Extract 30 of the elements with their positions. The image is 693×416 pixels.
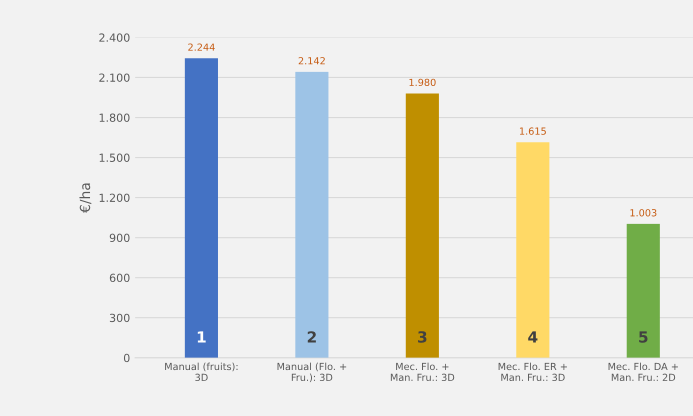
data-label: 1.980 <box>410 78 436 86</box>
y-tick-label: 1.500 <box>100 154 130 162</box>
y-tick-label: 300 <box>110 314 130 322</box>
y-tick-label: 2.100 <box>99 73 130 82</box>
x-tick-label: Mec. Flo. DA + Man. Fru.: 2D <box>608 362 678 382</box>
y-tick-label: 900 <box>110 234 130 242</box>
annotation: 4 <box>528 331 538 343</box>
data-label: 2.142 <box>298 57 325 64</box>
annotation: 1 <box>198 331 206 343</box>
annotation: 2 <box>308 331 316 343</box>
y-tick-label: 0 <box>124 354 130 362</box>
bar <box>516 142 550 358</box>
y-tick-label: 1.200 <box>100 194 130 202</box>
x-tick-label: Manual (Flo. + Fru.): 3D <box>278 362 346 382</box>
bar <box>626 224 660 358</box>
data-label: 1.003 <box>630 209 656 216</box>
y-tick-label: 600 <box>110 274 130 282</box>
x-tick-label: Mec. Flo. ER + Man. Fru.: 3D <box>498 362 567 382</box>
y-axis-title: €/ha <box>79 183 92 214</box>
x-tick-label: Manual (fruits): 3D <box>165 362 238 382</box>
annotation: 3 <box>418 331 426 343</box>
data-label: 2.244 <box>188 43 215 51</box>
x-tick-label: Mec. Flo. + Man. Fru.: 3D <box>390 362 454 382</box>
bar <box>184 58 218 358</box>
y-tick-label: 2.400 <box>99 33 130 42</box>
annotation: 5 <box>639 331 648 343</box>
bar <box>406 93 439 358</box>
y-tick-label: 1.800 <box>100 113 130 122</box>
data-label: 1.615 <box>520 127 546 135</box>
bar <box>295 72 328 358</box>
